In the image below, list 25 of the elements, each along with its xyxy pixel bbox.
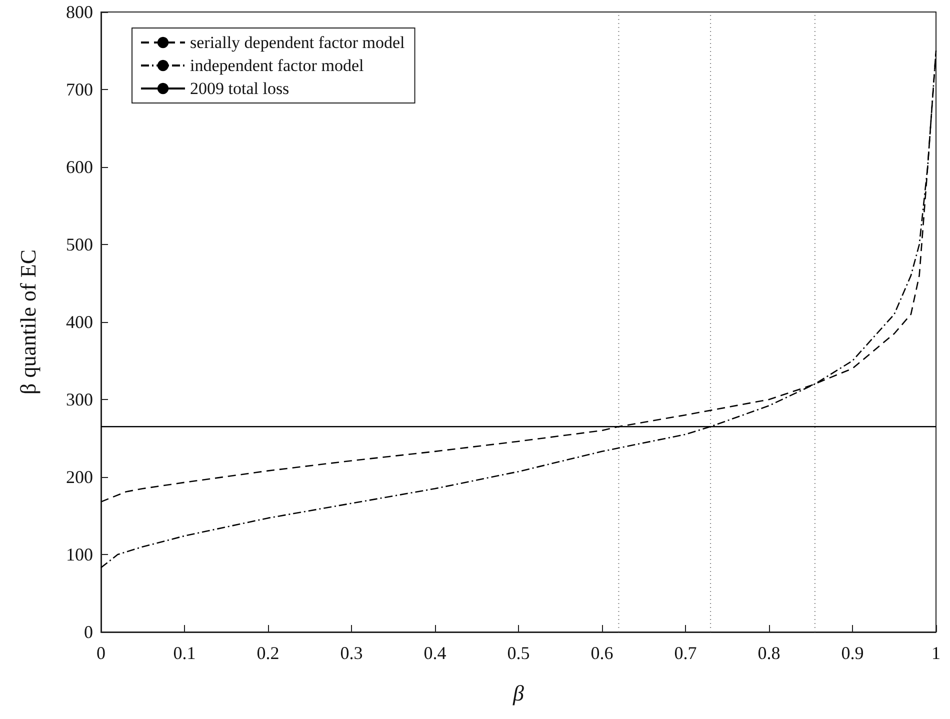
x-tick-label: 0.5 (507, 643, 530, 663)
x-tick-label: 0.6 (590, 643, 614, 663)
y-axis-title: β quantile of EC (16, 250, 40, 394)
legend-label: serially dependent factor model (190, 33, 406, 52)
y-tick-label: 700 (66, 80, 93, 100)
y-tick-label: 600 (66, 157, 93, 177)
y-tick-label: 100 (66, 544, 93, 564)
x-axis-title: β (512, 680, 524, 706)
y-tick-label: 200 (66, 467, 93, 487)
x-tick-label: 0.9 (841, 643, 864, 663)
x-tick-label: 0.8 (758, 643, 780, 663)
y-tick-label: 300 (66, 390, 93, 410)
x-tick-label: 0 (96, 643, 106, 663)
legend-label: independent factor model (190, 56, 364, 75)
x-tick-label: 0.1 (173, 643, 196, 663)
x-tick-label: 1 (932, 643, 940, 663)
y-tick-label: 500 (66, 234, 93, 254)
y-tick-label: 800 (66, 2, 93, 22)
x-tick-label: 0.3 (340, 643, 363, 663)
x-tick-label: 0.4 (424, 643, 446, 663)
y-tick-label: 400 (66, 312, 93, 332)
x-tick-label: 0.7 (674, 643, 697, 663)
x-tick-label: 0.2 (256, 643, 280, 663)
y-tick-label: 0 (84, 622, 93, 642)
legend-label: 2009 total loss (190, 79, 290, 98)
